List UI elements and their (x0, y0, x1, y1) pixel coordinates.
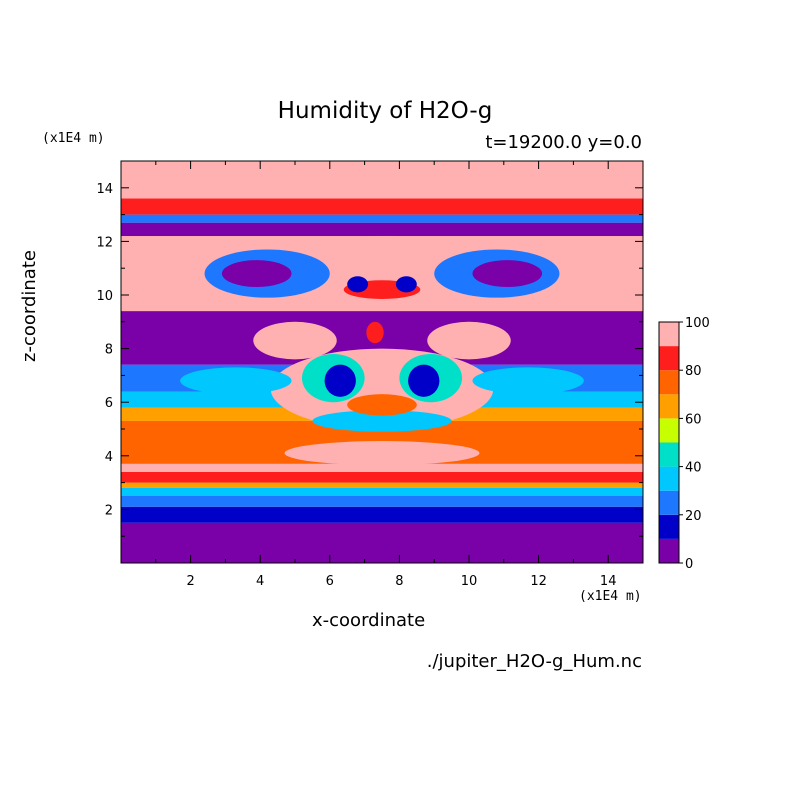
x-tick-label-12: 12 (530, 574, 547, 589)
contour-region-5 (472, 260, 543, 287)
colorbar-frame (658, 321, 680, 564)
y-tick-label-12: 12 (96, 235, 113, 250)
colorbar-swatch-2 (659, 490, 679, 515)
y-axis: 2 4 6 8 10 12 14 (96, 182, 643, 537)
contour-region-8 (395, 276, 417, 293)
layer-band-15 (121, 198, 643, 215)
colorbar-swatch-3 (659, 466, 679, 491)
x-tick-label-6: 6 (326, 574, 334, 589)
colorbar-tick-label-100: 100 (685, 316, 710, 331)
layer-band-5 (121, 471, 643, 483)
colorbar-swatch-5 (659, 418, 679, 443)
chart-subtitle: t=19200.0 y=0.0 (485, 132, 642, 153)
y-tick-label-14: 14 (96, 182, 113, 197)
layer-band-0 (121, 522, 643, 563)
y-axis-unit: (x1E4 m) (42, 131, 105, 146)
contour-region-9 (366, 321, 384, 344)
colorbar-tick-label-20: 20 (685, 509, 702, 524)
contour-region-15 (347, 394, 417, 416)
layer-band-2 (121, 496, 643, 507)
colorbar-swatch-7 (659, 370, 679, 395)
x-axis: 2 4 6 8 10 12 14 (155, 161, 617, 589)
y-tick-label-4: 4 (105, 450, 113, 465)
colorbar-tick-label-60: 60 (685, 412, 702, 427)
contour-region-20 (284, 441, 480, 466)
contour-region-17 (427, 321, 511, 360)
colorbar-swatch-9 (659, 322, 679, 347)
colorbar-swatch-0 (659, 538, 679, 563)
layer-band-16 (121, 161, 643, 199)
contour-region-16 (253, 321, 337, 360)
y-tick-label-8: 8 (105, 343, 113, 358)
y-tick-label-6: 6 (105, 396, 113, 411)
colorbar-swatch-1 (659, 514, 679, 539)
contour-region-14 (312, 410, 452, 432)
colorbar-tick-label-0: 0 (685, 557, 693, 572)
y-tick-label-10: 10 (96, 289, 113, 304)
x-tick-label-14: 14 (600, 574, 617, 589)
layer-band-6 (121, 463, 643, 472)
x-tick-label-8: 8 (395, 574, 403, 589)
layer-band-13 (121, 222, 643, 237)
layer-band-1 (121, 506, 643, 523)
colorbar-swatch-8 (659, 346, 679, 371)
y-tick-label-2: 2 (105, 503, 113, 518)
contour-region-19 (472, 367, 584, 395)
plot-frame (120, 160, 644, 564)
plot-area (121, 161, 643, 563)
layer-band-4 (121, 482, 643, 488)
colorbar: 0 20 40 60 80 100 (658, 316, 710, 572)
colorbar-swatch-4 (659, 442, 679, 467)
colorbar-swatch-6 (659, 394, 679, 419)
x-axis-label: x-coordinate (312, 610, 426, 631)
x-tick-label-2: 2 (186, 574, 194, 589)
layer-band-14 (121, 214, 643, 223)
x-tick-label-10: 10 (461, 574, 478, 589)
colorbar-tick-label-80: 80 (685, 364, 702, 379)
contour-region-7 (347, 276, 369, 293)
x-axis-unit: (x1E4 m) (579, 589, 642, 604)
contour-region-12 (324, 364, 356, 397)
chart-title: Humidity of H2O-g (277, 98, 493, 124)
colorbar-tick-label-40: 40 (685, 461, 702, 476)
contour-region-18 (180, 367, 292, 395)
contour-region-13 (408, 364, 440, 397)
contour-region-4 (221, 260, 292, 287)
source-filename: ./jupiter_H2O-g_Hum.nc (426, 651, 642, 672)
contour-region-0 (305, 236, 459, 269)
layer-band-3 (121, 487, 643, 496)
x-tick-label-4: 4 (256, 574, 264, 589)
